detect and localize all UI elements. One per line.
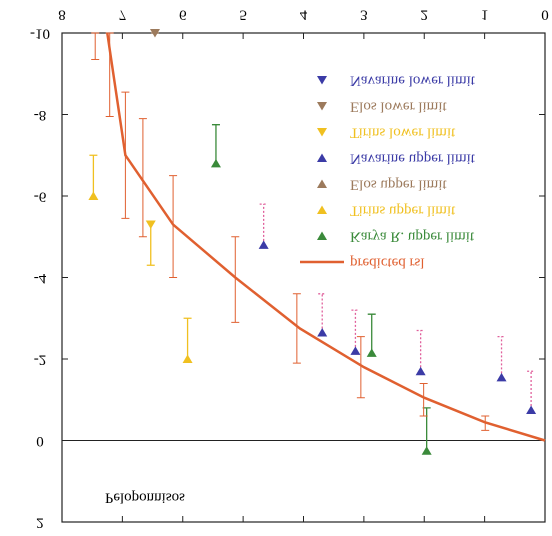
y-tick-label: 2 [36,515,44,531]
y-tick-label: 0 [36,433,44,449]
error-bar [259,203,268,245]
legend-label: Navarine upper limit [350,151,476,167]
error-bar [356,336,365,399]
error-bar [292,293,301,364]
point [496,372,507,382]
y-tick-label: -8 [34,107,47,123]
legend-marker [317,128,327,137]
error-bar [146,224,155,266]
error-bar [497,335,506,378]
error-bar [416,329,425,372]
error-bar [419,382,428,417]
legend-label: Navarine lower limit [350,73,476,89]
error-bar [527,370,536,410]
point [182,354,193,363]
error-bar [351,309,360,351]
x-tick-label: 7 [119,7,127,23]
error-bar [91,32,100,60]
point [258,240,269,249]
x-tick-label: 8 [58,7,66,23]
x-tick-label: 2 [421,7,429,23]
x-tick-label: 5 [239,7,247,23]
legend-label: Karya R. upper limit [350,229,475,245]
y-tick-label: -2 [34,352,47,368]
point [350,346,361,355]
point [366,348,377,357]
error-bar [231,236,240,323]
point [415,366,426,376]
x-tick-label: 3 [360,7,368,23]
legend-label: Elos upper limit [350,177,447,193]
y-tick-label: -10 [30,26,50,42]
chart-title: Peloponnisos [105,490,185,506]
error-bar [89,154,98,196]
point [317,328,328,337]
legend-marker [317,179,327,188]
legend-marker [317,153,327,162]
legend-label: predicted rsl [350,255,425,271]
error-bar [183,317,192,359]
legend-label: Elos lower limit [350,99,447,115]
error-bar [211,124,220,164]
error-bar [138,118,147,238]
error-bar [318,293,327,333]
error-bar [367,313,376,353]
point [149,29,160,38]
x-tick-label: 1 [481,7,489,23]
point [88,191,99,200]
rsl-line [106,32,546,442]
legend-marker [317,231,327,240]
x-tick-label: 4 [300,7,308,23]
x-tick-label: 6 [179,7,187,23]
y-tick-label: -6 [34,189,47,205]
error-bar [169,175,178,278]
legend-marker [317,102,327,111]
point [526,405,537,414]
y-tick-label: -4 [34,270,47,286]
legend-label: Tirins upper limit [350,203,456,219]
plot-frame [61,32,546,523]
legend-label: Tirins lower limit [350,125,456,141]
point [210,158,221,168]
legend-marker [317,76,327,85]
point [145,220,156,230]
legend-marker [317,205,327,214]
point [421,446,432,455]
x-tick-label: 0 [541,7,549,23]
